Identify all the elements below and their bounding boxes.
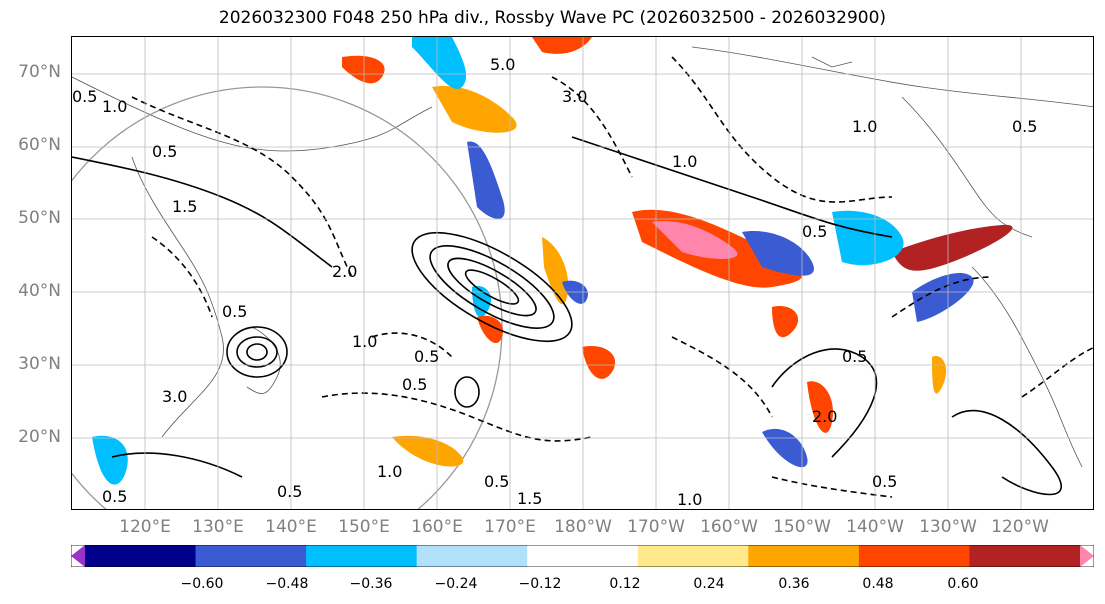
contour-label: 0.5 [872, 472, 897, 491]
lat-label-70n: 70°N [18, 62, 61, 82]
anomaly-orange-1 [542, 237, 568, 304]
contour-label: 0.5 [222, 302, 247, 321]
colorbar-segment [527, 545, 638, 567]
colorbar-tick-label: 0.60 [947, 576, 978, 592]
colorbar-extend-min [71, 545, 85, 567]
contour-label: 0.5 [402, 375, 427, 394]
lon-label-150w: 150°W [773, 517, 831, 537]
contour-label: 1.0 [852, 117, 877, 136]
anomaly-blue-3 [467, 141, 505, 218]
lon-label-140w: 140°W [846, 517, 904, 537]
contour-label: 0.5 [802, 222, 827, 241]
contour-label: 0.5 [102, 487, 127, 506]
contour-label: 1.0 [352, 332, 377, 351]
lon-label-130e: 130°E [192, 517, 244, 537]
anomaly-red-1 [892, 225, 1012, 271]
colorbar-segment [748, 545, 859, 567]
contour-label: 3.0 [562, 87, 587, 106]
lon-label-130w: 130°W [919, 517, 977, 537]
colorbar-tick-label: 0.36 [778, 576, 809, 592]
lon-label-160w: 160°W [700, 517, 758, 537]
lat-label-30n: 30°N [18, 354, 61, 374]
lon-label-120w: 120°W [991, 517, 1049, 537]
anomaly-blue-7 [92, 436, 128, 485]
anomaly-orange-5 [392, 436, 463, 467]
contour-label: 1.0 [672, 152, 697, 171]
lat-label-40n: 40°N [18, 281, 61, 301]
colorbar-segment [638, 545, 749, 567]
lon-label-170e: 170°E [484, 517, 536, 537]
lon-label-180w: 180°W [554, 517, 612, 537]
anomaly-red-2 [342, 56, 385, 84]
contour-label: 1.5 [517, 489, 542, 508]
lat-label-60n: 60°N [18, 135, 61, 155]
anomaly-blue-6 [762, 429, 808, 467]
contour-label: 1.5 [172, 197, 197, 216]
colorbar-tick-label: −0.48 [266, 576, 309, 592]
colorbar-segment [196, 545, 307, 567]
lon-label-150e: 150°E [338, 517, 390, 537]
lat-label-50n: 50°N [18, 208, 61, 228]
map-canvas: 5.0 3.0 1.5 0.5 1.0 0.5 2.0 3.0 1.0 0.5 … [72, 37, 1094, 510]
contour-label: 0.5 [484, 472, 509, 491]
contour-label: 1.0 [377, 462, 402, 481]
colorbar-segment [306, 545, 417, 567]
map-panel[interactable]: 5.0 3.0 1.5 0.5 1.0 0.5 2.0 3.0 1.0 0.5 … [71, 36, 1094, 510]
lat-label-20n: 20°N [18, 427, 61, 447]
colorbar-tick-label: 0.24 [693, 576, 724, 592]
shaded-anomalies [92, 37, 1012, 485]
colorbar [71, 545, 1094, 567]
contour-label: 0.5 [72, 87, 97, 106]
anomaly-orange-2 [432, 86, 517, 133]
contour-label: 1.0 [102, 97, 127, 116]
colorbar-tick-label: 0.48 [862, 576, 893, 592]
anomaly-orange-4 [582, 346, 615, 379]
contour-label: 2.0 [332, 262, 357, 281]
colorbar-segment [85, 545, 196, 567]
lon-label-160e: 160°E [411, 517, 463, 537]
contour-label: 0.5 [842, 347, 867, 366]
lon-label-120e: 120°E [119, 517, 171, 537]
colorbar-extend-max [1080, 545, 1094, 567]
colorbar-tick-label: 0.12 [609, 576, 640, 592]
map-title: 2026032300 F048 250 hPa div., Rossby Wav… [0, 8, 1105, 28]
contour-label: 0.5 [277, 482, 302, 501]
colorbar-segment [859, 545, 970, 567]
contour-label: 1.0 [677, 490, 702, 509]
colorbar-tick-label: −0.12 [519, 576, 562, 592]
contour-label: 2.0 [812, 407, 837, 426]
anomaly-blue-4 [412, 37, 466, 89]
contour-label: 5.0 [490, 55, 515, 74]
colorbar-tick-label: −0.36 [350, 576, 393, 592]
colorbar-segment [969, 545, 1080, 567]
anomaly-orange-6 [932, 356, 946, 394]
anomaly-red-3 [772, 306, 798, 337]
lon-label-140e: 140°E [265, 517, 317, 537]
lon-label-170w: 170°W [627, 517, 685, 537]
contour-label: 0.5 [414, 347, 439, 366]
contour-label: 0.5 [1012, 117, 1037, 136]
contour-label: 3.0 [162, 387, 187, 406]
colorbar-tick-label: −0.60 [181, 576, 224, 592]
graticule [72, 37, 1094, 510]
colorbar-segment [417, 545, 528, 567]
colorbar-tick-label: −0.24 [435, 576, 478, 592]
contour-label: 0.5 [152, 142, 177, 161]
